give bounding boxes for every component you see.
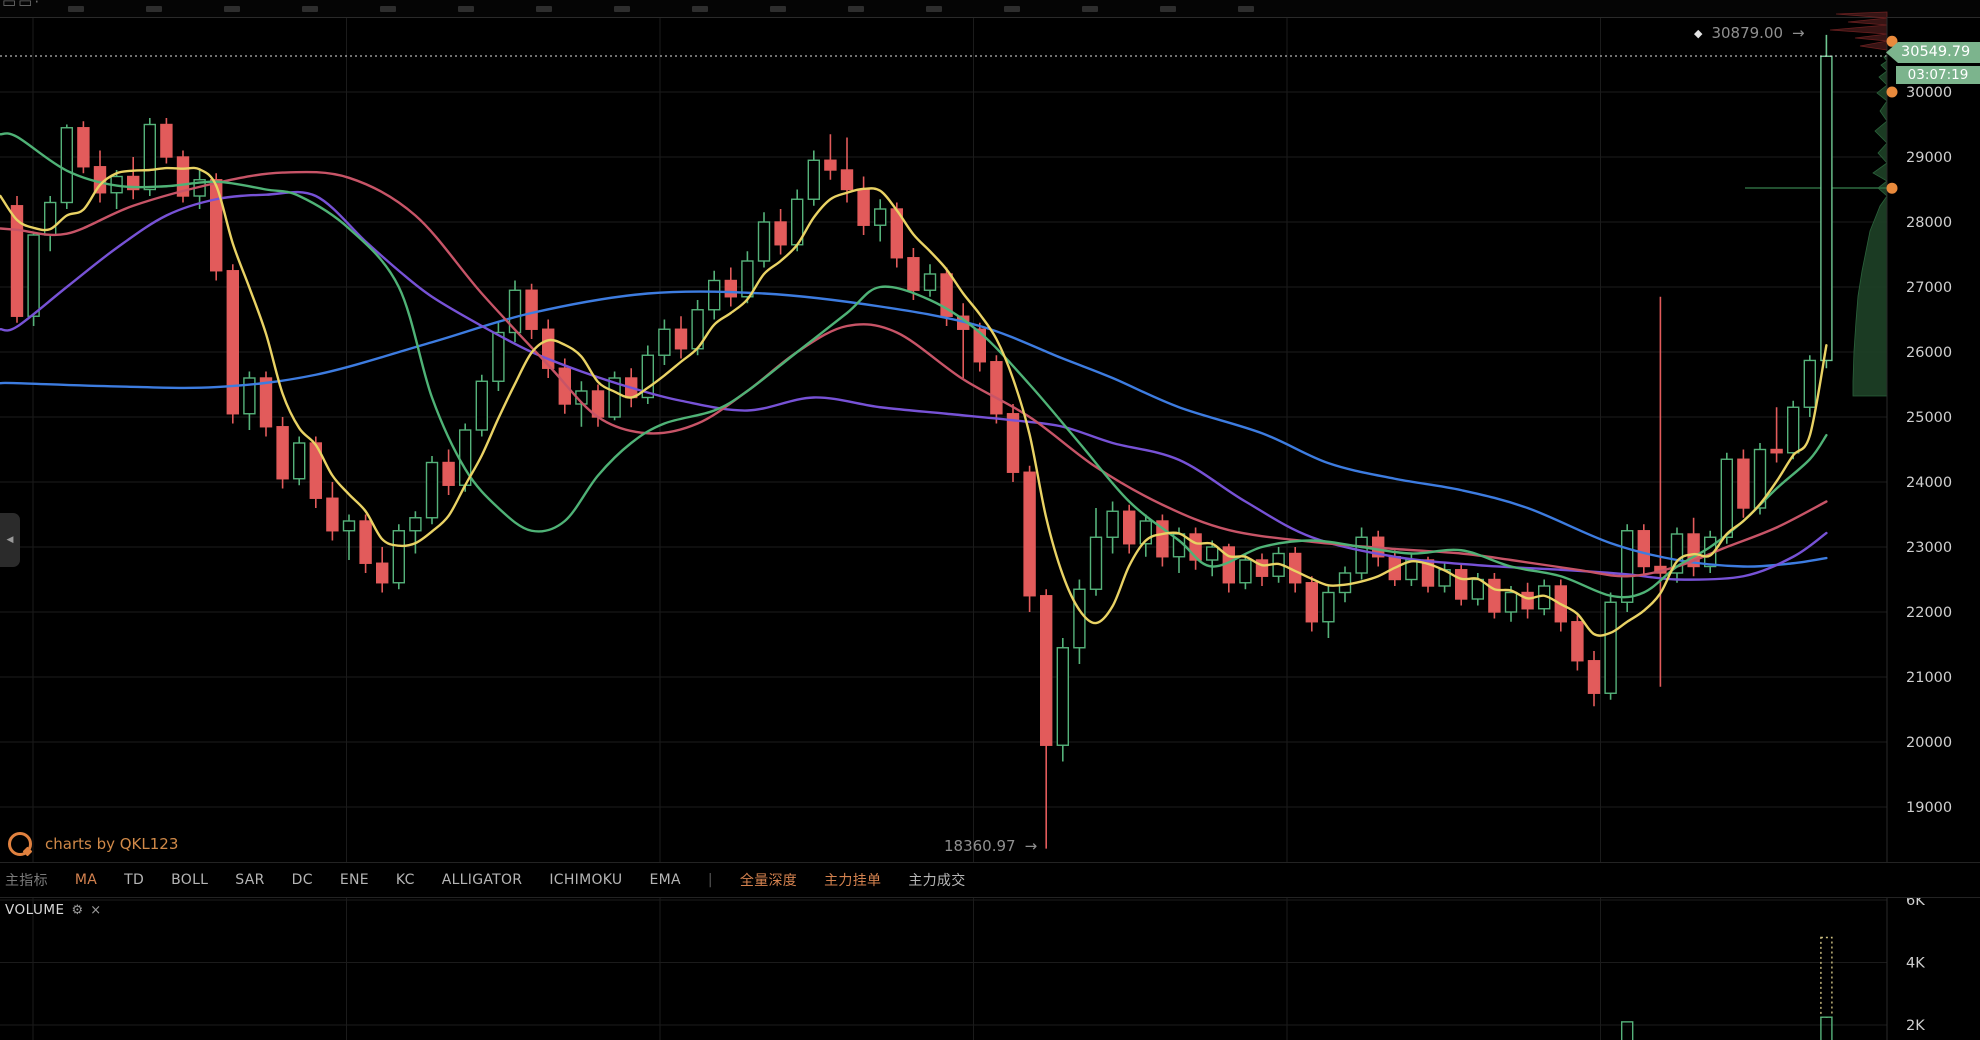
indicator-tabs-bar: 主指标 MA TD BOLL SAR DC ENE KC ALLIGATOR ICHIMOKU EM… [0, 862, 1980, 898]
current-price-value: 30549.79 [1901, 44, 1971, 60]
volume-pane-header: VOLUME ⚙ × [5, 902, 101, 918]
watermark-text: charts by QKL123 [45, 835, 179, 853]
toolbar-icon-clipped[interactable] [926, 6, 942, 12]
arrow-right-icon: → [1792, 24, 1805, 42]
tab-ALLIGATOR[interactable]: ALLIGATOR [441, 872, 523, 888]
tab-SAR[interactable]: SAR [235, 872, 265, 888]
toolbar-icon-clipped[interactable] [302, 6, 318, 12]
price-tick-label: 22000 [1906, 605, 1952, 621]
toolbar-icon-clipped[interactable] [770, 6, 786, 12]
ma-line-ma-yellow [0, 166, 1828, 637]
depth-overlay [1745, 11, 1888, 397]
toolbar-icon-clipped[interactable] [224, 6, 240, 12]
price-tick-label: 28000 [1906, 215, 1952, 231]
price-tick-label: 21000 [1906, 670, 1952, 686]
volume-tick-label: 2K [1906, 1018, 1925, 1034]
toolbar-icon-clipped[interactable] [536, 6, 552, 12]
toolbar-icon-clipped[interactable] [1160, 6, 1176, 12]
toolbar-icon-clipped[interactable] [848, 6, 864, 12]
price-tick-label: 23000 [1906, 540, 1952, 556]
toolbar-clipped-text: ▭▭· [2, 0, 42, 11]
tab-EMA[interactable]: EMA [649, 872, 681, 888]
toolbar-icon-clipped[interactable] [1238, 6, 1254, 12]
tab-ICHIMOKU[interactable]: ICHIMOKU [549, 872, 623, 888]
ma-line-ma-green [0, 132, 1828, 599]
toolbar-icon-clipped[interactable] [458, 6, 474, 12]
sidebar-collapse-handle[interactable]: ◀ [0, 513, 20, 567]
order-marker-dot [1886, 35, 1898, 47]
volume-bars [1620, 936, 1833, 1040]
tab-主力挂单[interactable]: 主力挂单 [824, 873, 882, 889]
arrow-right-icon: → [1024, 837, 1038, 855]
low-price-marker: 18360.97 → [944, 837, 1037, 855]
ma-lines [0, 132, 1828, 637]
ma-line-ma-blue [0, 290, 1828, 568]
tab-MA[interactable]: MA [74, 872, 98, 888]
price-tick-label: 30000 [1906, 85, 1952, 101]
toolbar-icon-clipped[interactable] [68, 6, 84, 12]
order-marker-dot [1886, 86, 1898, 98]
toolbar-icon-clipped[interactable] [1082, 6, 1098, 12]
price-tick-label: 24000 [1906, 475, 1952, 491]
tab-主力成交[interactable]: 主力成交 [908, 873, 966, 889]
tab-BOLL[interactable]: BOLL [171, 872, 209, 888]
tab-全量深度[interactable]: 全量深度 [739, 873, 798, 889]
tab-KC[interactable]: KC [395, 872, 415, 888]
watermark: charts by QKL123 [8, 832, 178, 856]
toolbar-icon-clipped[interactable] [380, 6, 396, 12]
low-price-label: 18360.97 [944, 837, 1016, 855]
order-marker-dot [1886, 182, 1898, 194]
gear-icon[interactable]: ⚙ [71, 902, 84, 918]
tab-ENE[interactable]: ENE [339, 872, 369, 888]
qkl123-logo-icon [8, 832, 32, 856]
tab-TD[interactable]: TD [124, 872, 145, 888]
price-tick-label: 19000 [1906, 800, 1952, 816]
price-tick-label: 20000 [1906, 735, 1952, 751]
close-icon[interactable]: × [90, 902, 102, 918]
high-price-label: 30879.00 [1711, 24, 1784, 42]
toolbar-icon-clipped[interactable] [692, 6, 708, 12]
tab-separator: | [707, 872, 713, 888]
ma-line-ma-rose [0, 170, 1828, 578]
toolbar-icon-clipped[interactable] [614, 6, 630, 12]
candle-countdown-tag: 03:07:19 [1896, 66, 1980, 84]
tab-DC[interactable]: DC [291, 872, 313, 888]
collapse-left-icon: ◀ [6, 535, 14, 545]
tab-主指标[interactable]: 主指标 [5, 873, 48, 889]
diamond-icon: ◆ [1694, 26, 1703, 40]
price-tick-label: 25000 [1906, 410, 1952, 426]
price-tick-label: 29000 [1906, 150, 1952, 166]
volume-pane-title: VOLUME [5, 902, 65, 918]
toolbar-icon-clipped[interactable] [1004, 6, 1020, 12]
candles [10, 34, 1833, 849]
countdown-value: 03:07:19 [1907, 67, 1969, 83]
price-tick-label: 27000 [1906, 280, 1952, 296]
current-price-tag: 30549.79 [1886, 42, 1980, 63]
price-tick-label: 26000 [1906, 345, 1952, 361]
volume-tick-label: 4K [1906, 956, 1925, 972]
toolbar-icon-clipped[interactable] [146, 6, 162, 12]
high-price-marker: ◆ 30879.00 → [1694, 24, 1805, 42]
